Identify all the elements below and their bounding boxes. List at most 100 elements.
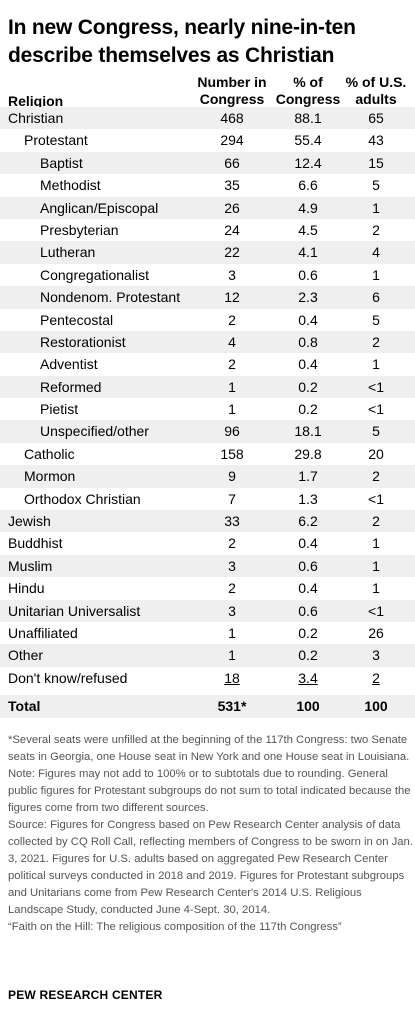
cell-pct-congress: 0.6 bbox=[298, 557, 318, 574]
row-label: Baptist bbox=[40, 154, 83, 171]
cell-pct-us-adults: 100 bbox=[364, 698, 388, 715]
cell-number-in-congress: 24 bbox=[224, 221, 240, 238]
cell-number-in-congress: 12 bbox=[224, 289, 240, 306]
note-rounding: Note: Figures may not add to 100% or to … bbox=[8, 768, 411, 814]
table-row: Pentecostal 2 0.4 5 bbox=[0, 309, 415, 331]
chart-title: In new Congress, nearly nine-in-ten desc… bbox=[8, 16, 356, 67]
cell-pct-congress: 88.1 bbox=[294, 110, 322, 126]
cell-pct-congress: 1.3 bbox=[298, 490, 318, 507]
religion-table: Christian 468 88.1 65 Protestant 294 55.4 43 Bap… bbox=[0, 107, 415, 718]
cell-pct-congress: 0.8 bbox=[298, 333, 318, 350]
row-label: Pentecostal bbox=[40, 311, 114, 328]
cell-number-in-congress: 2 bbox=[228, 356, 236, 373]
cell-pct-congress: 100 bbox=[296, 698, 320, 715]
row-label: Pietist bbox=[40, 401, 79, 418]
table-row: Hindu 2 0.4 1 bbox=[0, 577, 415, 599]
cell-number-in-congress: 158 bbox=[220, 445, 244, 462]
note-source: Source: Figures for Congress based on Pe… bbox=[8, 819, 413, 916]
cell-number-in-congress: 2 bbox=[228, 535, 236, 552]
note-footnote: *Several seats were unfilled at the begi… bbox=[8, 734, 410, 763]
cell-number-in-congress: 1 bbox=[228, 378, 236, 395]
row-label: Other bbox=[8, 647, 44, 664]
row-label: Lutheran bbox=[40, 244, 96, 261]
row-label: Total bbox=[8, 698, 41, 715]
cell-number-in-congress: 22 bbox=[224, 244, 240, 261]
row-label: Hindu bbox=[8, 580, 45, 597]
header-pct-us-adults: % of U.S. adults bbox=[345, 74, 407, 107]
cell-number-in-congress: 7 bbox=[228, 490, 236, 507]
cell-pct-us-adults: 1 bbox=[372, 535, 380, 552]
row-label: Presbyterian bbox=[40, 221, 119, 238]
cell-number-in-congress: 9 bbox=[228, 468, 236, 485]
cell-pct-us-adults: 5 bbox=[372, 177, 380, 194]
cell-pct-congress: 0.4 bbox=[298, 311, 318, 328]
cell-pct-congress: 0.2 bbox=[298, 378, 318, 395]
cell-number-in-congress: 4 bbox=[228, 333, 236, 350]
cell-pct-congress: 2.3 bbox=[298, 289, 318, 306]
cell-pct-us-adults: 4 bbox=[372, 244, 380, 261]
cell-pct-congress: 3.4 bbox=[298, 669, 318, 686]
cell-pct-us-adults: 65 bbox=[368, 110, 384, 126]
table-row: Unaffiliated 1 0.2 26 bbox=[0, 622, 415, 644]
cell-pct-congress: 6.2 bbox=[298, 513, 318, 530]
row-label: Unitarian Universalist bbox=[8, 602, 141, 619]
notes: *Several seats were unfilled at the begi… bbox=[8, 732, 413, 936]
cell-pct-congress: 1.7 bbox=[298, 468, 318, 485]
cell-pct-congress: 0.2 bbox=[298, 624, 318, 641]
row-label: Nondenom. Protestant bbox=[40, 289, 181, 306]
cell-number-in-congress: 3 bbox=[228, 602, 236, 619]
cell-pct-us-adults: 2 bbox=[372, 221, 380, 238]
table-row: Methodist 35 6.6 5 bbox=[0, 174, 415, 196]
row-label: Mormon bbox=[24, 468, 76, 485]
row-label: Congregationalist bbox=[40, 266, 149, 283]
cell-pct-congress: 0.2 bbox=[298, 647, 318, 664]
cell-pct-us-adults: 26 bbox=[368, 624, 384, 641]
row-label: Reformed bbox=[40, 378, 102, 395]
row-label: Unaffiliated bbox=[8, 624, 78, 641]
cell-pct-congress: 0.6 bbox=[298, 266, 318, 283]
table-row: Buddhist 2 0.4 1 bbox=[0, 532, 415, 554]
cell-pct-congress: 55.4 bbox=[294, 132, 322, 149]
table-row: Lutheran 22 4.1 4 bbox=[0, 241, 415, 264]
cell-number-in-congress: 96 bbox=[224, 423, 240, 440]
cell-pct-us-adults: 1 bbox=[372, 356, 380, 373]
cell-pct-us-adults: 20 bbox=[368, 445, 384, 462]
row-label: Christian bbox=[8, 110, 64, 126]
cell-pct-us-adults: 2 bbox=[372, 333, 380, 350]
row-label: Catholic bbox=[24, 445, 75, 462]
table-row: Presbyterian 24 4.5 2 bbox=[0, 219, 415, 241]
table-row: Pietist 1 0.2 <1 bbox=[0, 398, 415, 420]
cell-number-in-congress: 3 bbox=[228, 266, 236, 283]
cell-pct-congress: 12.4 bbox=[294, 154, 322, 171]
cell-number-in-congress: 18 bbox=[224, 669, 240, 686]
table-row: Adventist 2 0.4 1 bbox=[0, 353, 415, 375]
cell-number-in-congress: 35 bbox=[224, 177, 240, 194]
header-pct-congress: % of Congress bbox=[275, 74, 341, 107]
cell-pct-congress: 18.1 bbox=[294, 423, 322, 440]
cell-number-in-congress: 1 bbox=[228, 401, 236, 418]
cell-number-in-congress: 2 bbox=[228, 580, 236, 597]
cell-pct-us-adults: 1 bbox=[372, 199, 380, 216]
cell-pct-congress: 4.9 bbox=[298, 199, 318, 216]
table-row: Unitarian Universalist 3 0.6 <1 bbox=[0, 599, 415, 622]
cell-pct-us-adults: <1 bbox=[368, 378, 384, 395]
table-row: Catholic 158 29.8 20 bbox=[0, 443, 415, 465]
table-row: Unspecified/other 96 18.1 5 bbox=[0, 420, 415, 443]
table-row: Don't know/refused 18 3.4 2 bbox=[0, 667, 415, 689]
header-number-in-congress: Number in Congress bbox=[197, 74, 267, 107]
table-row: Restorationist 4 0.8 2 bbox=[0, 330, 415, 354]
table-row: Other 1 0.2 3 bbox=[0, 644, 415, 667]
cell-number-in-congress: 2 bbox=[228, 311, 236, 328]
cell-number-in-congress: 26 bbox=[224, 199, 240, 216]
cell-number-in-congress: 66 bbox=[224, 154, 240, 171]
cell-pct-congress: 0.4 bbox=[298, 580, 318, 597]
table-row: Baptist 66 12.4 15 bbox=[0, 151, 415, 175]
row-label: Jewish bbox=[8, 513, 51, 530]
cell-pct-us-adults: 2 bbox=[372, 513, 380, 530]
row-label: Protestant bbox=[24, 132, 88, 149]
cell-pct-congress: 0.4 bbox=[298, 356, 318, 373]
row-label: Don't know/refused bbox=[8, 669, 128, 686]
row-label: Orthodox Christian bbox=[24, 490, 141, 507]
cell-pct-congress: 0.2 bbox=[298, 401, 318, 418]
cell-pct-us-adults: 1 bbox=[372, 266, 380, 283]
